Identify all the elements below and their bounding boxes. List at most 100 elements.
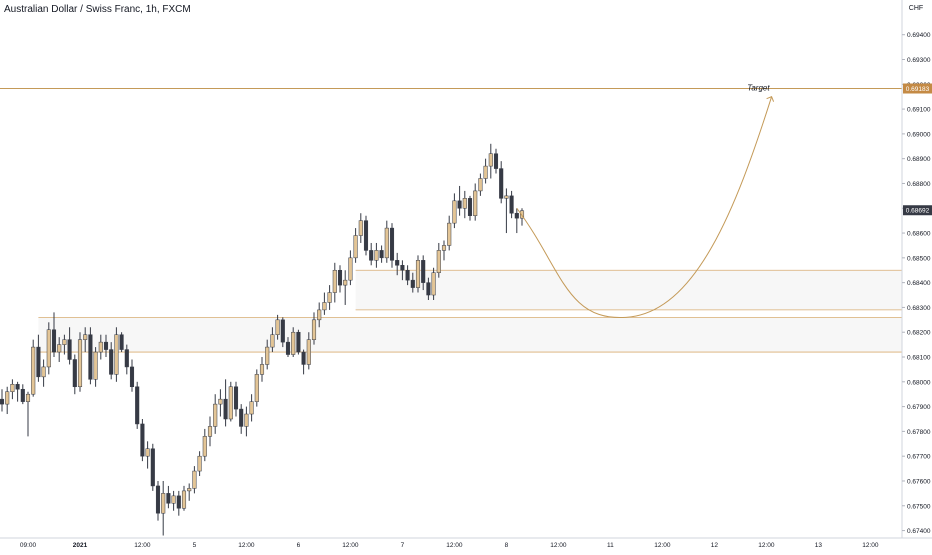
candle[interactable]: [322, 302, 327, 311]
candle[interactable]: [109, 349, 114, 375]
candle[interactable]: [135, 386, 140, 425]
candle[interactable]: [192, 470, 197, 489]
candle[interactable]: [488, 153, 493, 167]
candle[interactable]: [447, 222, 452, 246]
candle[interactable]: [415, 260, 421, 288]
candle[interactable]: [244, 413, 249, 427]
candle[interactable]: [41, 366, 46, 378]
candle[interactable]: [103, 341, 109, 350]
candle[interactable]: [202, 436, 207, 457]
candle[interactable]: [36, 346, 41, 378]
candle[interactable]: [140, 423, 145, 457]
candle[interactable]: [348, 257, 353, 281]
candle[interactable]: [213, 403, 218, 427]
candle[interactable]: [306, 339, 311, 365]
candle[interactable]: [124, 349, 129, 368]
candle[interactable]: [514, 212, 519, 219]
candle[interactable]: [509, 195, 514, 214]
candle[interactable]: [327, 292, 332, 303]
candle[interactable]: [20, 388, 25, 402]
candle[interactable]: [119, 334, 124, 350]
candle[interactable]: [161, 493, 166, 514]
candle[interactable]: [421, 260, 426, 283]
candle[interactable]: [452, 200, 457, 224]
candle[interactable]: [275, 319, 280, 335]
candle[interactable]: [46, 329, 51, 368]
candle[interactable]: [77, 339, 83, 388]
candle[interactable]: [395, 260, 400, 266]
candle[interactable]: [301, 351, 306, 365]
candle[interactable]: [223, 398, 228, 420]
candle[interactable]: [150, 448, 155, 487]
candle[interactable]: [363, 220, 369, 251]
candle[interactable]: [228, 386, 233, 420]
candle[interactable]: [176, 495, 181, 509]
candle[interactable]: [155, 485, 161, 514]
candle[interactable]: [285, 341, 291, 355]
candle[interactable]: [426, 282, 431, 296]
candle[interactable]: [384, 227, 389, 259]
candle[interactable]: [519, 210, 525, 219]
candle[interactable]: [88, 334, 93, 380]
candle[interactable]: [291, 331, 296, 355]
candle[interactable]: [270, 334, 275, 348]
candle[interactable]: [187, 488, 192, 492]
candle[interactable]: [5, 391, 10, 405]
candle[interactable]: [431, 272, 436, 296]
candle[interactable]: [197, 455, 202, 472]
candle[interactable]: [379, 250, 384, 259]
candle[interactable]: [374, 250, 379, 261]
candle[interactable]: [296, 331, 301, 353]
candle[interactable]: [462, 198, 467, 209]
candle[interactable]: [358, 220, 363, 236]
candle[interactable]: [10, 384, 15, 392]
candle[interactable]: [83, 334, 88, 340]
candle[interactable]: [254, 374, 259, 402]
candle[interactable]: [265, 346, 270, 365]
candle[interactable]: [478, 178, 483, 192]
candle[interactable]: [343, 279, 348, 286]
candle[interactable]: [25, 393, 31, 402]
candle[interactable]: [400, 265, 405, 271]
candle[interactable]: [31, 346, 36, 395]
candle[interactable]: [15, 384, 20, 390]
candle[interactable]: [332, 269, 337, 293]
candle[interactable]: [405, 269, 410, 281]
candle[interactable]: [499, 168, 504, 199]
candle[interactable]: [0, 398, 5, 405]
candle[interactable]: [67, 339, 72, 360]
candle[interactable]: [317, 309, 322, 321]
candle[interactable]: [218, 398, 223, 405]
candle[interactable]: [249, 401, 254, 415]
candle[interactable]: [145, 448, 150, 457]
candle[interactable]: [171, 495, 176, 504]
candle[interactable]: [259, 364, 265, 375]
candle[interactable]: [457, 200, 462, 209]
candle[interactable]: [473, 190, 478, 216]
candle[interactable]: [114, 334, 119, 375]
candle[interactable]: [51, 329, 57, 353]
candle[interactable]: [436, 250, 441, 273]
candle[interactable]: [98, 341, 103, 353]
candle[interactable]: [72, 359, 77, 388]
candle[interactable]: [280, 319, 285, 343]
candle[interactable]: [410, 279, 415, 288]
candle[interactable]: [311, 319, 317, 340]
candle[interactable]: [207, 426, 213, 437]
candle[interactable]: [166, 493, 171, 504]
candle[interactable]: [483, 165, 488, 179]
candle[interactable]: [389, 227, 395, 261]
candle[interactable]: [467, 198, 473, 216]
candle[interactable]: [181, 490, 187, 509]
candle[interactable]: [93, 351, 98, 380]
candle[interactable]: [57, 344, 62, 353]
candle[interactable]: [353, 235, 358, 259]
candle[interactable]: [62, 339, 67, 345]
candle[interactable]: [504, 195, 509, 199]
candle[interactable]: [493, 153, 499, 169]
candle[interactable]: [129, 366, 135, 388]
candle[interactable]: [337, 269, 343, 286]
candle[interactable]: [233, 386, 239, 410]
